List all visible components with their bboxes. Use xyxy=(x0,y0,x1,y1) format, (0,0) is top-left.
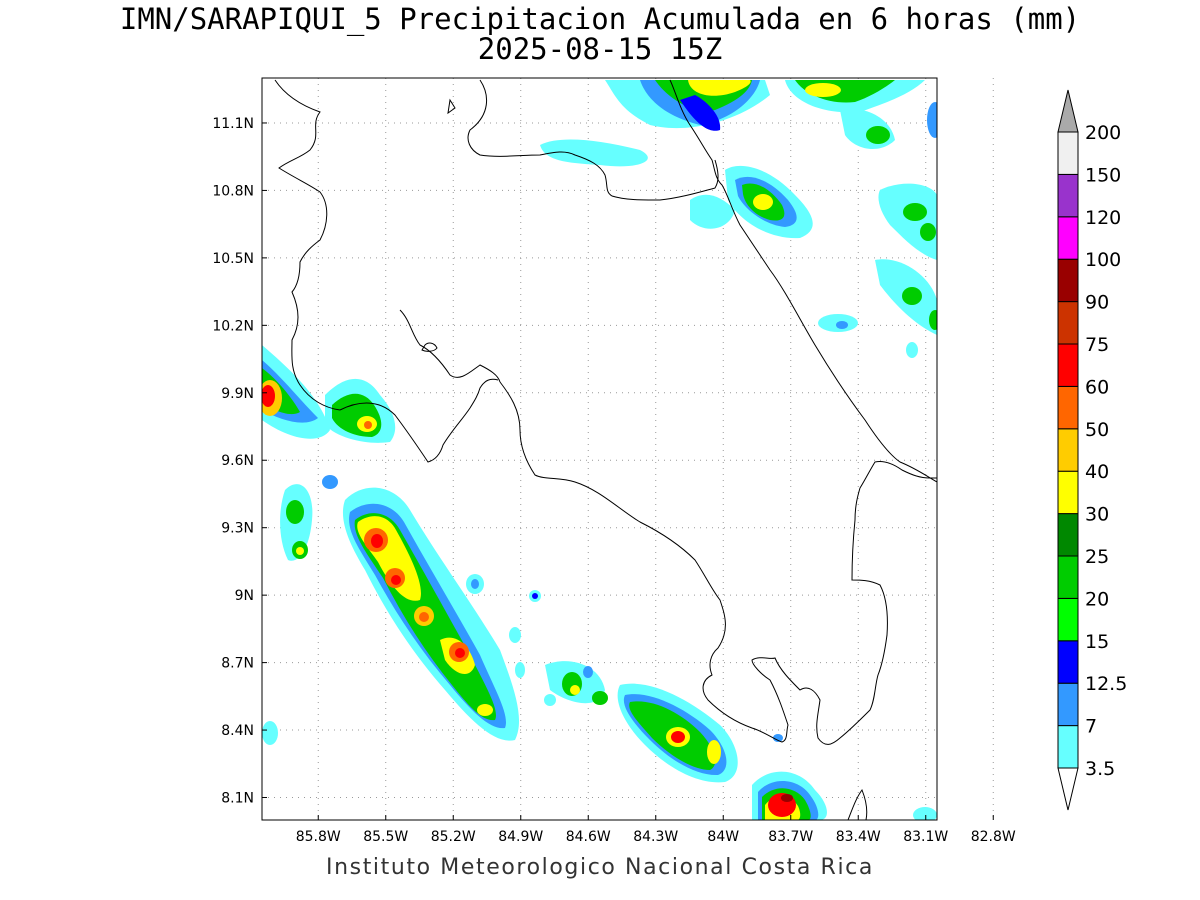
legend-label: 7 xyxy=(1085,716,1097,738)
legend-swatch xyxy=(1057,597,1079,642)
precip-cell-pacific-band xyxy=(342,487,520,741)
precip-cell-north-4 xyxy=(840,108,895,150)
coastline-nicoya-gulf xyxy=(339,378,499,463)
legend-label: 30 xyxy=(1085,504,1109,526)
legend-swatch xyxy=(1057,513,1079,557)
border-nicaragua xyxy=(467,79,719,201)
precip-cell-north-1 xyxy=(605,80,770,131)
legend-swatch xyxy=(1057,428,1079,472)
legend-swatch xyxy=(1057,173,1079,218)
tick-label-lat: 9.6N xyxy=(221,453,254,469)
plot-background xyxy=(262,78,937,820)
precipitation-fields xyxy=(262,80,937,820)
tick-label-lat: 9.9N xyxy=(221,386,254,402)
legend-swatch xyxy=(1057,385,1079,430)
island-north xyxy=(447,98,456,115)
tick-label-lon: 84.6W xyxy=(566,829,611,845)
legend-label: 15 xyxy=(1085,631,1109,653)
legend-swatch xyxy=(1057,682,1079,727)
tick-label-lon: 82.8W xyxy=(971,829,1016,845)
precip-cell-south-1 xyxy=(544,661,608,706)
precip-cell-north-6 xyxy=(690,194,735,229)
coastline-burica xyxy=(847,788,868,820)
map-subtitle-datetime: 2025-08-15 15Z xyxy=(477,32,723,66)
precip-cell-east-3 xyxy=(818,102,937,358)
legend-swatch xyxy=(1057,343,1079,387)
tick-label-lat: 8.1N xyxy=(221,791,254,807)
legend-label: 120 xyxy=(1085,207,1121,229)
tick-label-lon: 83.1W xyxy=(903,829,948,845)
legend-swatch xyxy=(1057,640,1079,684)
precip-cell-west-2 xyxy=(325,378,396,443)
precip-cell-south-3 xyxy=(752,734,937,820)
legend-label: 12.5 xyxy=(1085,673,1127,695)
legend-label: 20 xyxy=(1085,588,1109,610)
tick-label-lon: 85.2W xyxy=(431,829,476,845)
legend-swatch xyxy=(1057,470,1079,515)
precip-cell-east-1 xyxy=(878,183,937,260)
tick-label-lat: 10.5N xyxy=(212,251,254,267)
tick-label-lon: 83.7W xyxy=(768,829,813,845)
precip-cell-north-3 xyxy=(540,139,648,167)
precip-cell-east-2 xyxy=(875,259,937,335)
tick-label-lon: 85.5W xyxy=(363,829,408,845)
legend-label: 100 xyxy=(1085,249,1121,271)
precip-cell-north-2 xyxy=(785,80,925,113)
island-chira xyxy=(421,342,438,352)
legend-arrow-top xyxy=(1057,89,1079,133)
tick-label-lat: 9.3N xyxy=(221,521,254,537)
precip-cell-pacific-west xyxy=(262,475,338,745)
coastlines-borders xyxy=(274,79,937,820)
coastline-gulf-of-nicoya xyxy=(399,309,501,383)
tick-label-lat: 10.8N xyxy=(212,183,254,199)
legend-swatch xyxy=(1057,216,1079,260)
tick-label-lat: 9N xyxy=(235,588,254,604)
tick-label-lon: 85.8W xyxy=(296,829,341,845)
legend-label: 200 xyxy=(1085,122,1121,144)
axis-ticks: 85.8W 85.5W 85.2W 84.9W 84.6W 84.3W 84W 83.7W 83… xyxy=(212,116,1016,845)
precip-cell-pacific-small xyxy=(466,574,541,678)
tick-label-lon: 84.9W xyxy=(498,829,543,845)
legend-label: 75 xyxy=(1085,334,1109,356)
tick-label-lon: 83.4W xyxy=(836,829,881,845)
tick-label-lat: 10.2N xyxy=(212,318,254,334)
plot-frame xyxy=(261,77,938,821)
legend-label: 40 xyxy=(1085,461,1109,483)
precip-cell-south-2 xyxy=(617,683,738,783)
legend-label: 90 xyxy=(1085,292,1109,314)
precip-cell-north-5 xyxy=(725,165,813,239)
color-legend: 3.5 7 12.5 15 20 25 30 40 50 60 75 90 100 120 150 200 xyxy=(1057,89,1127,811)
legend-swatch xyxy=(1057,258,1079,303)
legend-swatch xyxy=(1057,131,1079,175)
coastline-nicoya-north xyxy=(274,79,341,411)
coastline-caribbean xyxy=(669,79,937,483)
tick-label-lat: 8.7N xyxy=(221,656,254,672)
tick-label-lat: 11.1N xyxy=(212,116,254,132)
legend-arrow-bottom xyxy=(1057,767,1079,811)
coastline-pacific-south xyxy=(499,381,937,745)
legend-label: 60 xyxy=(1085,376,1109,398)
legend-swatch xyxy=(1057,555,1079,599)
tick-label-lon: 84W xyxy=(707,829,739,845)
tick-label-lon: 84.3W xyxy=(633,829,678,845)
legend-label: 150 xyxy=(1085,164,1121,186)
map-title: IMN/SARAPIQUI_5 Precipitacion Acumulada … xyxy=(119,2,1081,36)
legend-label: 3.5 xyxy=(1085,758,1115,780)
legend-label: 25 xyxy=(1085,546,1109,568)
legend-label: 50 xyxy=(1085,419,1109,441)
tick-label-lat: 8.4N xyxy=(221,723,254,739)
footer-credit: Instituto Meteorologico Nacional Costa R… xyxy=(326,855,874,880)
precip-cell-west-1 xyxy=(262,345,330,439)
legend-swatch xyxy=(1057,725,1079,769)
legend-swatch xyxy=(1057,301,1079,345)
